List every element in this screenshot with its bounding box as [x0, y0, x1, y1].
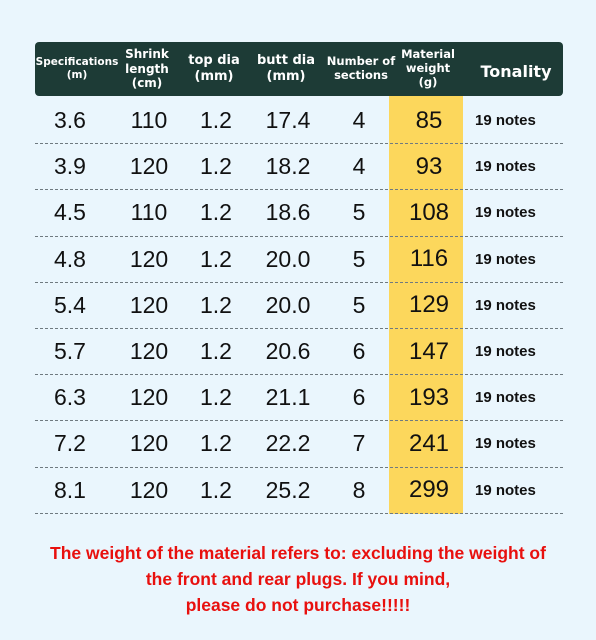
- table-row: 3.9 120 1.2 18.2 4 93 19 notes: [35, 144, 563, 191]
- material-weight-highlight: [389, 74, 463, 514]
- tonality-cell: 19 notes: [475, 250, 536, 268]
- weight-notice: The weight of the material refers to: ex…: [10, 540, 586, 618]
- butt-dia-cell: 22.2: [265, 430, 311, 457]
- top-dia-cell: 1.2: [200, 430, 232, 457]
- top-dia-cell: 1.2: [200, 245, 232, 272]
- tonality-cell: 19 notes: [475, 296, 536, 314]
- sections-cell: 5: [352, 199, 366, 226]
- sections-cell: 5: [352, 245, 366, 272]
- spec-cell: 8.1: [54, 476, 86, 503]
- table-row: 5.7 120 1.2 20.6 6 147 19 notes: [35, 329, 563, 376]
- tonality-cell: 19 notes: [475, 389, 536, 407]
- tonality-cell: 19 notes: [475, 204, 536, 222]
- spec-cell: 7.2: [54, 430, 86, 457]
- table-header: Specifications (m) Shrink length (cm) to…: [35, 42, 563, 96]
- table-body: 3.6 110 1.2 17.4 4 85 19 notes 3.9 120 1.2 18.2 4 93…: [35, 98, 563, 514]
- table-row: 4.5 110 1.2 18.6 5 108 19 notes: [35, 190, 563, 237]
- spec-cell: 4.8: [54, 245, 86, 272]
- notice-line-2: the front and rear plugs. If you mind,: [145, 569, 451, 589]
- table-row: 5.4 120 1.2 20.0 5 129 19 notes: [35, 283, 563, 329]
- header-specifications: Specifications (m): [35, 56, 119, 81]
- shrink-length-cell: 110: [130, 107, 168, 134]
- notice-line-3: please do not purchase!!!!!: [185, 595, 411, 615]
- butt-dia-cell: 18.6: [265, 199, 311, 226]
- tonality-cell: 19 notes: [475, 343, 536, 361]
- shrink-length-cell: 120: [129, 153, 169, 180]
- sections-cell: 4: [352, 153, 366, 180]
- top-dia-cell: 1.2: [200, 107, 232, 134]
- material-weight-cell: 193: [408, 383, 450, 411]
- spec-cell: 6.3: [54, 384, 86, 411]
- butt-dia-cell: 20.0: [265, 245, 311, 272]
- material-weight-cell: 116: [409, 245, 449, 273]
- header-top-dia: top dia (mm): [188, 53, 240, 84]
- material-weight-cell: 85: [415, 106, 443, 134]
- shrink-length-cell: 120: [129, 476, 169, 503]
- header-material-weight: Material weight (g): [401, 47, 455, 89]
- spec-cell: 3.9: [54, 153, 86, 180]
- material-weight-cell: 241: [408, 429, 450, 457]
- material-weight-cell: 299: [408, 476, 450, 504]
- sections-cell: 6: [352, 338, 366, 365]
- table-row: 4.8 120 1.2 20.0 5 116 19 notes: [35, 237, 563, 283]
- top-dia-cell: 1.2: [200, 291, 232, 318]
- sections-cell: 6: [352, 384, 366, 411]
- tonality-cell: 19 notes: [475, 481, 536, 499]
- shrink-length-cell: 120: [129, 430, 169, 457]
- shrink-length-cell: 120: [129, 291, 169, 318]
- shrink-length-cell: 120: [129, 384, 169, 411]
- sections-cell: 5: [352, 291, 366, 318]
- top-dia-cell: 1.2: [200, 384, 232, 411]
- table-row: 6.3 120 1.2 21.1 6 193 19 notes: [35, 375, 563, 422]
- sections-cell: 4: [352, 107, 366, 134]
- butt-dia-cell: 17.4: [265, 107, 311, 134]
- top-dia-cell: 1.2: [200, 476, 232, 503]
- table-row: 7.2 120 1.2 22.2 7 241 19 notes: [35, 421, 563, 468]
- top-dia-cell: 1.2: [200, 153, 232, 180]
- header-butt-dia: butt dia (mm): [256, 53, 316, 84]
- butt-dia-cell: 20.0: [265, 291, 311, 318]
- spec-cell: 5.4: [54, 291, 86, 318]
- butt-dia-cell: 18.2: [265, 153, 311, 180]
- shrink-length-cell: 110: [130, 199, 168, 226]
- spec-cell: 5.7: [54, 338, 86, 365]
- sections-cell: 8: [352, 476, 366, 503]
- header-number-of-sections: Number of sections: [326, 54, 396, 82]
- sections-cell: 7: [352, 430, 366, 457]
- header-shrink-length: Shrink length (cm): [125, 47, 169, 91]
- top-dia-cell: 1.2: [200, 199, 232, 226]
- spec-cell: 3.6: [54, 107, 86, 134]
- material-weight-cell: 129: [408, 291, 450, 319]
- spec-cell: 4.5: [54, 199, 86, 226]
- tonality-cell: 19 notes: [475, 112, 536, 130]
- table-row: 8.1 120 1.2 25.2 8 299 19 notes: [35, 468, 563, 514]
- material-weight-cell: 93: [415, 152, 443, 180]
- material-weight-cell: 108: [408, 198, 450, 226]
- shrink-length-cell: 120: [129, 245, 169, 272]
- butt-dia-cell: 21.1: [265, 384, 311, 411]
- table-row: 3.6 110 1.2 17.4 4 85 19 notes: [35, 98, 563, 145]
- notice-line-1: The weight of the material refers to: ex…: [50, 543, 546, 563]
- tonality-cell: 19 notes: [475, 435, 536, 453]
- tonality-cell: 19 notes: [475, 158, 536, 176]
- butt-dia-cell: 20.6: [265, 338, 311, 365]
- spec-table: Specifications (m) Shrink length (cm) to…: [35, 42, 563, 96]
- header-tonality: Tonality: [480, 62, 552, 82]
- material-weight-cell: 147: [408, 337, 450, 365]
- butt-dia-cell: 25.2: [265, 476, 311, 503]
- top-dia-cell: 1.2: [200, 338, 232, 365]
- shrink-length-cell: 120: [129, 338, 169, 365]
